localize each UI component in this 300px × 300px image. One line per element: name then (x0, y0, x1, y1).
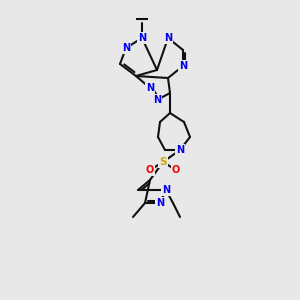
Text: N: N (156, 198, 164, 208)
Text: N: N (138, 33, 146, 43)
Text: S: S (159, 157, 167, 167)
Text: N: N (176, 145, 184, 155)
Text: N: N (179, 61, 187, 71)
Text: N: N (146, 83, 154, 93)
Text: O: O (146, 165, 154, 175)
Text: N: N (153, 95, 161, 105)
Text: N: N (162, 185, 170, 195)
Text: O: O (172, 165, 180, 175)
Text: N: N (164, 33, 172, 43)
Text: N: N (122, 43, 130, 53)
